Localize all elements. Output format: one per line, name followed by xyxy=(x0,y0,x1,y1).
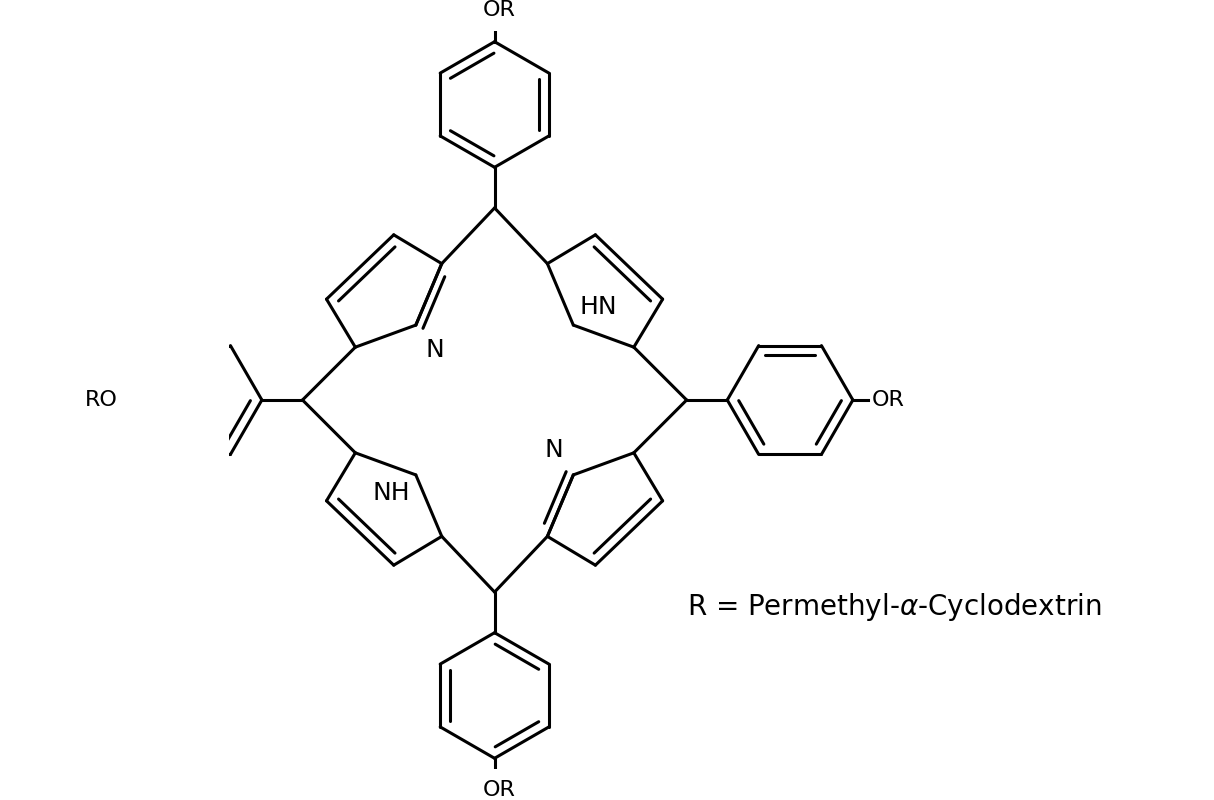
Text: NH: NH xyxy=(373,481,410,505)
Text: OR: OR xyxy=(483,0,516,19)
Text: R = Permethyl-$\alpha$-Cyclodextrin: R = Permethyl-$\alpha$-Cyclodextrin xyxy=(687,591,1101,623)
Text: RO: RO xyxy=(85,390,118,410)
Text: N: N xyxy=(425,338,444,362)
Text: OR: OR xyxy=(872,390,904,410)
Text: OR: OR xyxy=(483,781,516,800)
Text: HN: HN xyxy=(579,295,617,319)
Text: N: N xyxy=(545,438,563,462)
